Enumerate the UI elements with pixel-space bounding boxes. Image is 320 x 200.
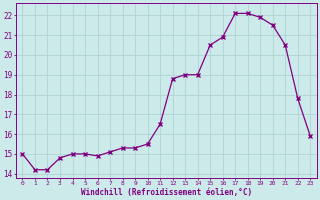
X-axis label: Windchill (Refroidissement éolien,°C): Windchill (Refroidissement éolien,°C) [81,188,252,197]
